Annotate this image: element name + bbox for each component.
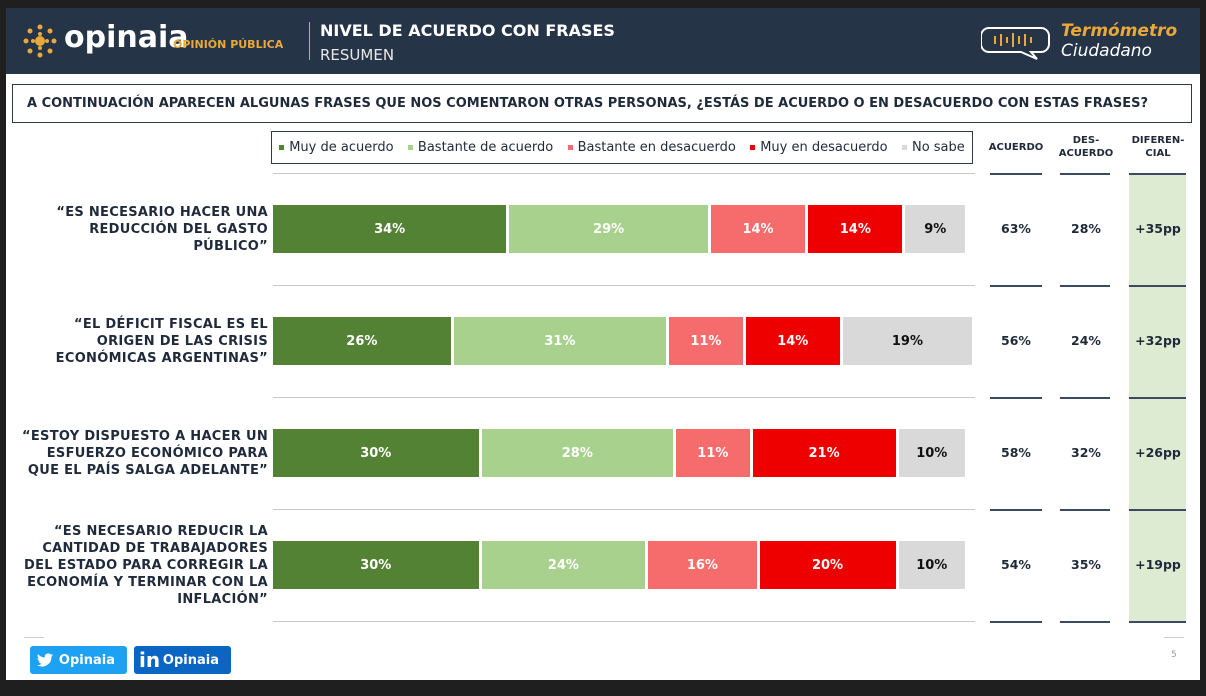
bar: 9% — [905, 205, 966, 253]
column-rule — [1129, 285, 1186, 287]
column-rule — [1129, 509, 1186, 511]
row-separator — [273, 621, 975, 622]
legend-swatch — [901, 145, 907, 150]
summary-header-line: ACUERDO — [988, 142, 1044, 153]
legend-item: Bastante en desacuerdo — [567, 140, 736, 155]
legend-item: No sabe — [901, 140, 965, 155]
bar: 20% — [759, 541, 896, 589]
summary-header-line: DIFEREN- — [1131, 135, 1185, 146]
row-separator — [273, 173, 975, 174]
legend-item: Muy en desacuerdo — [750, 140, 888, 155]
summary-header: DES- ACUERDO — [1046, 134, 1126, 160]
bar: 10% — [898, 429, 966, 477]
linkedin-button[interactable]: Opinaia — [134, 646, 231, 674]
summary-header-line: CIAL — [1145, 148, 1171, 159]
summary-cell: 58% — [1001, 445, 1031, 460]
bar: 21% — [752, 429, 896, 477]
category-label: “ES NECESARIO HACER UNA REDUCCIÓN DEL GA… — [56, 204, 268, 254]
column-rule — [1060, 285, 1110, 287]
bar: 31% — [453, 317, 667, 365]
bar: 14% — [745, 317, 840, 365]
summary-cell: +32pp — [1135, 333, 1181, 348]
column-rule — [1129, 173, 1186, 175]
linkedin-icon: in — [139, 648, 161, 672]
bar: 11% — [669, 317, 743, 365]
legend-label: Muy de acuerdo — [289, 140, 394, 155]
subtitle: RESUMEN — [320, 46, 395, 64]
summary-cell: 56% — [1001, 333, 1031, 348]
legend-swatch — [750, 145, 756, 150]
row-separator — [273, 397, 975, 398]
bar: 34% — [273, 205, 507, 253]
logo-tag: OPINIÓN PÚBLICA — [173, 38, 284, 51]
page-number: 5 — [1171, 650, 1177, 660]
summary-cell: 35% — [1071, 557, 1101, 572]
legend-item: Bastante de acuerdo — [407, 140, 554, 155]
column-rule — [990, 397, 1042, 399]
column-rule — [990, 173, 1042, 175]
brand-bottom: Ciudadano — [1061, 41, 1152, 61]
bar: 30% — [273, 541, 479, 589]
summary-cell: +26pp — [1135, 445, 1181, 460]
question: A CONTINUACIÓN APARECEN ALGUNAS FRASES Q… — [12, 84, 1192, 123]
legend-label: Bastante en desacuerdo — [577, 140, 736, 155]
category-label: “ES NECESARIO REDUCIR LA CANTIDAD DE TRA… — [24, 523, 268, 607]
column-rule — [990, 621, 1042, 623]
divider — [309, 22, 310, 60]
summary-cell: 24% — [1071, 333, 1101, 348]
column-rule — [1060, 621, 1110, 623]
legend-swatch — [279, 145, 285, 150]
summary-cell: 63% — [1001, 221, 1031, 236]
brand-icon — [981, 27, 1050, 60]
category-label: “ESTOY DISPUESTO A HACER UN ESFUERZO ECO… — [22, 428, 268, 478]
legend-label: Muy en desacuerdo — [760, 140, 888, 155]
title: NIVEL DE ACUERDO CON FRASES — [320, 21, 615, 40]
twitter-icon — [37, 653, 53, 667]
logo-text: opinaia — [64, 20, 189, 55]
column-rule — [1060, 173, 1110, 175]
column-rule — [990, 285, 1042, 287]
column-rule — [1060, 397, 1110, 399]
row-separator — [273, 285, 975, 286]
bar: 24% — [481, 541, 646, 589]
rule — [24, 637, 44, 638]
legend: Muy de acuerdo Bastante de acuerdo Bastant… — [271, 131, 973, 164]
column-rule — [1060, 509, 1110, 511]
legend-label: Bastante de acuerdo — [417, 140, 554, 155]
bar: 10% — [898, 541, 966, 589]
bar: 11% — [676, 429, 750, 477]
bar: 14% — [808, 205, 903, 253]
rule — [1164, 637, 1184, 638]
logo-icon — [23, 24, 57, 58]
summary-cell: 54% — [1001, 557, 1031, 572]
legend-swatch — [567, 145, 573, 150]
column-rule — [1129, 621, 1186, 623]
header: opinaia OPINIÓN PÚBLICA NIVEL DE ACUERDO… — [6, 8, 1200, 74]
summary-cell: 28% — [1071, 221, 1101, 236]
row-separator — [273, 509, 975, 510]
summary-cell: 32% — [1071, 445, 1101, 460]
bar: 28% — [481, 429, 674, 477]
legend-item: Muy de acuerdo — [279, 140, 394, 155]
bar: 16% — [648, 541, 757, 589]
brand-top: Termómetro — [1061, 21, 1178, 41]
bar: 14% — [710, 205, 806, 253]
bar: 26% — [273, 317, 451, 365]
legend-label: No sabe — [911, 140, 965, 155]
category-label: “EL DÉFICIT FISCAL ES EL ORIGEN DE LAS C… — [55, 316, 268, 366]
legend-swatch — [407, 145, 413, 150]
summary-header-line: DES- — [1072, 135, 1100, 146]
bar: 30% — [273, 429, 479, 477]
summary-cell: +19pp — [1135, 557, 1181, 572]
summary-header-line: ACUERDO — [1058, 148, 1114, 159]
column-rule — [990, 509, 1042, 511]
bar: 19% — [842, 317, 972, 365]
summary-cell: +35pp — [1135, 221, 1181, 236]
summary-header: DIFEREN- CIAL — [1118, 134, 1198, 160]
summary-header: ACUERDO — [976, 141, 1056, 154]
bar: 29% — [509, 205, 708, 253]
column-rule — [1129, 397, 1186, 399]
